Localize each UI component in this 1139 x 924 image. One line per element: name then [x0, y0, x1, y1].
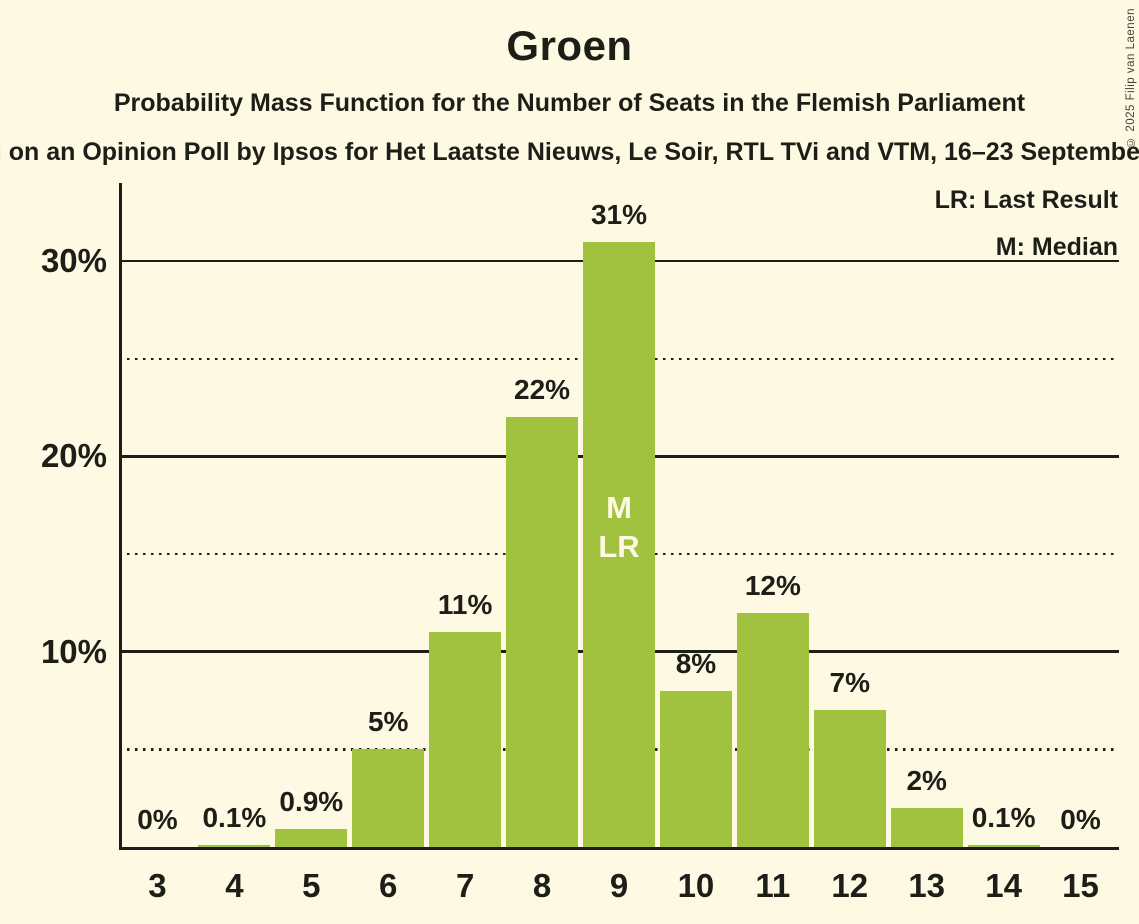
bar-seats-8: [506, 417, 579, 847]
bar-value-label-3: 0%: [137, 804, 178, 835]
copyright-notice: © 2025 Filip van Laenen: [1125, 8, 1137, 148]
bar-value-label-12: 7%: [829, 667, 870, 699]
chart-title: Groen: [506, 22, 633, 69]
x-tick-label-9: 9: [609, 867, 629, 904]
x-tick-label-12: 12: [831, 867, 869, 904]
x-tick-label-11: 11: [755, 867, 791, 904]
bar-seats-11: [736, 612, 809, 847]
bar-value-label-8: 22%: [514, 374, 571, 406]
chart-source-line: Based on an Opinion Poll by Ipsos for He…: [0, 138, 1139, 166]
y-axis-line: [119, 183, 122, 847]
bar-value-label-7: 11%: [437, 589, 493, 621]
x-tick-label-5: 5: [302, 867, 321, 904]
bar-seats-10: [659, 690, 732, 847]
bar-value-label-9: 31%: [590, 198, 648, 230]
bar-value-label-4: 0.1%: [202, 802, 267, 834]
bar-value-label-10: 8%: [675, 647, 717, 679]
bar-value-label-5: 0.9%: [279, 786, 344, 818]
bar-seats-5: [275, 829, 348, 847]
bar-seats-13: [890, 807, 963, 847]
y-tick-label-10: 10%: [40, 632, 107, 670]
plot-area: 0% 0.1% 0.9% 5% 11% 22% M LR 31% 8% 12% 7% 2% 0.1% 0%: [119, 183, 1119, 850]
x-tick-label-4: 4: [225, 867, 244, 904]
bar-value-label-11: 12%: [744, 569, 801, 601]
bar-seats-4: [198, 845, 271, 847]
y-tick-label-20: 20%: [40, 437, 107, 475]
x-tick-label-8: 8: [532, 867, 552, 904]
bar-seats-12: [813, 710, 886, 847]
x-tick-label-15: 15: [1062, 867, 1099, 904]
x-tick-label-3: 3: [148, 867, 167, 904]
bar-seats-7: [429, 632, 502, 847]
legend-last-result: LR: Last Result: [934, 186, 1118, 214]
x-axis-baseline: [119, 847, 1119, 850]
legend-median: M: Median: [995, 233, 1118, 261]
chart-subtitle: Probability Mass Function for the Number…: [113, 89, 1026, 117]
bar-seats-9: M LR: [583, 241, 655, 847]
x-tick-label-10: 10: [677, 867, 715, 904]
y-tick-label-30: 30%: [40, 242, 107, 280]
median-last-result-marker: M LR: [598, 489, 640, 564]
bar-value-label-6: 5%: [367, 706, 409, 738]
bar-seats-14: [967, 845, 1040, 847]
x-tick-label-13: 13: [908, 867, 946, 904]
bar-value-label-13: 2%: [906, 764, 947, 796]
x-tick-label-14: 14: [985, 867, 1022, 904]
bar-value-label-15: 0%: [1060, 804, 1101, 835]
bar-value-label-14: 0.1%: [971, 802, 1036, 834]
x-tick-label-6: 6: [379, 867, 398, 904]
bar-seats-6: [352, 749, 425, 847]
x-tick-label-7: 7: [455, 867, 475, 904]
